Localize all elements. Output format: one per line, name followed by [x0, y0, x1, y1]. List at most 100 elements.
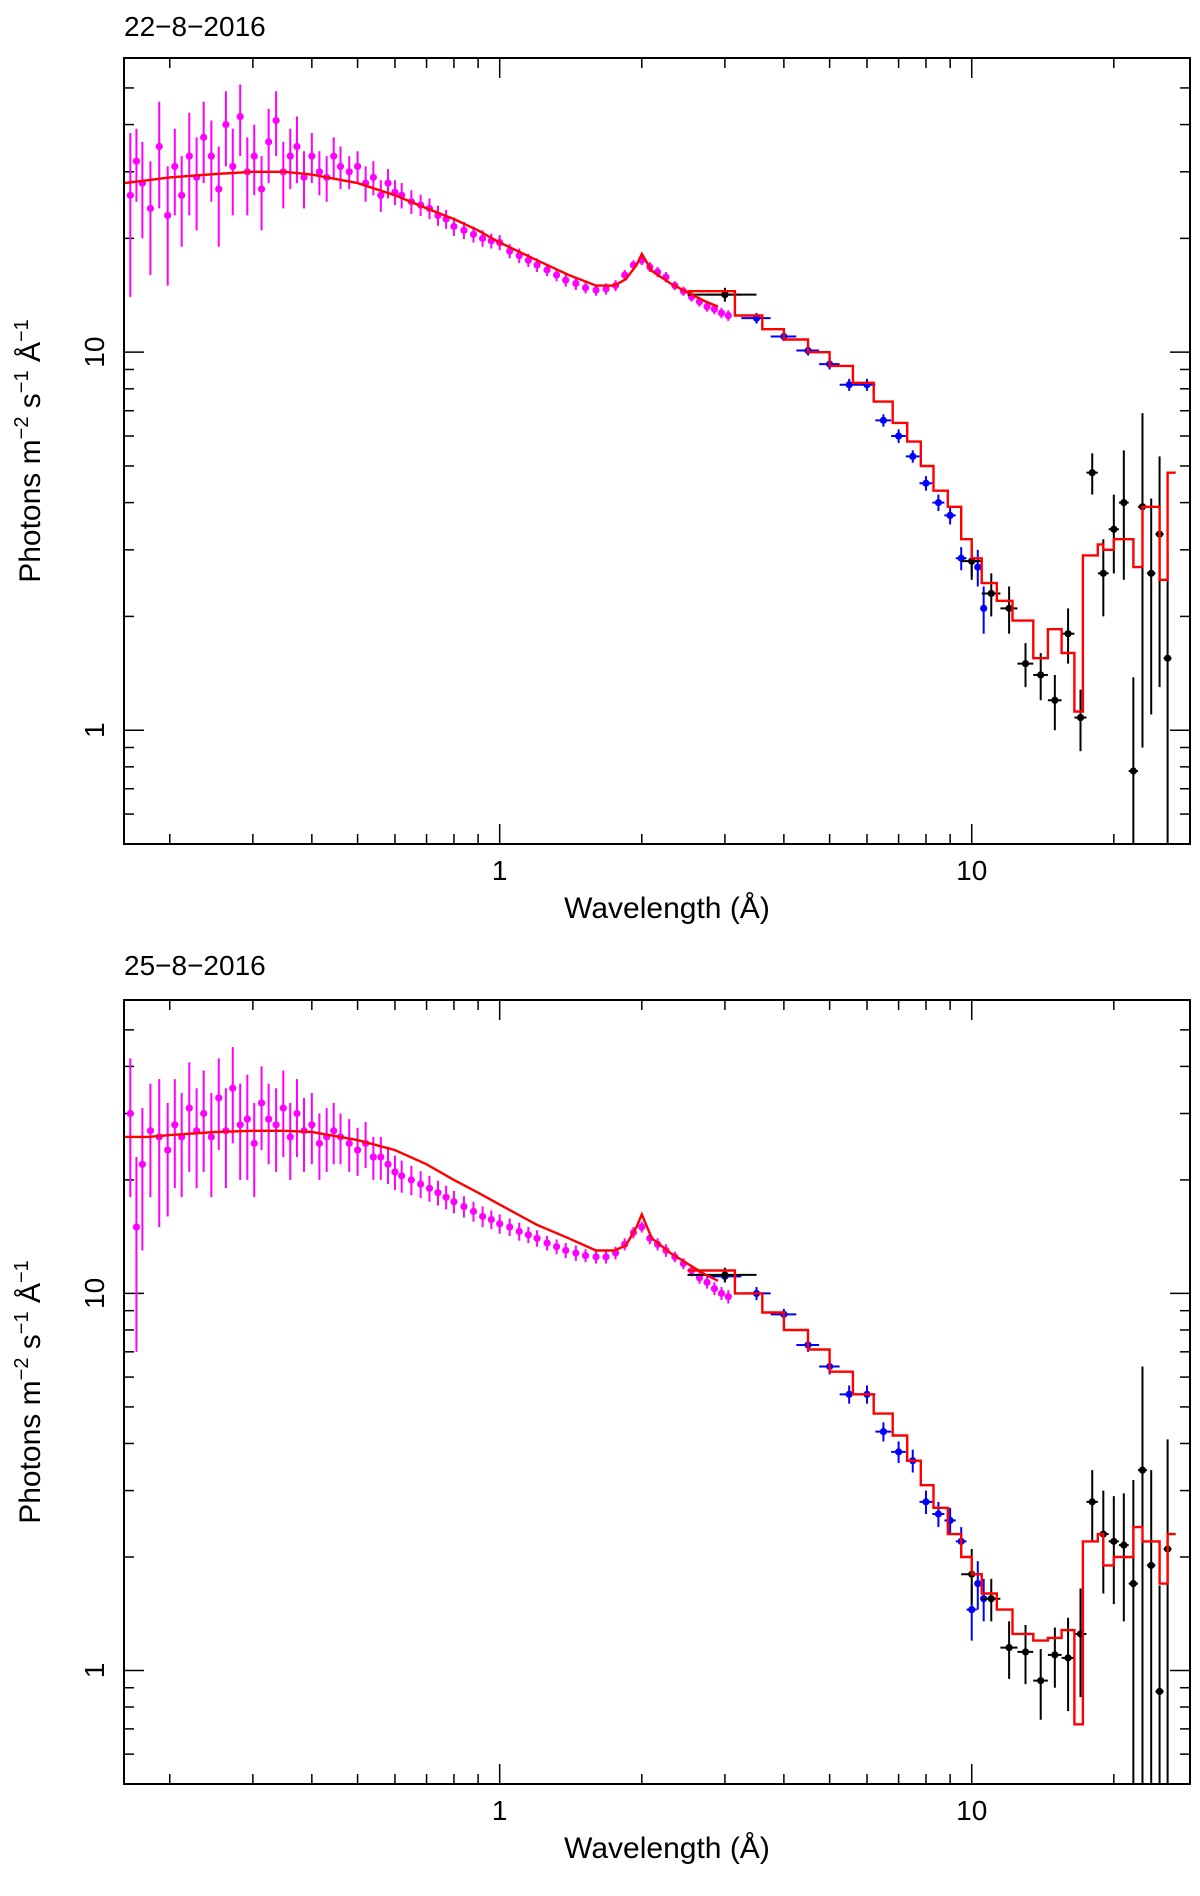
x-tick-label: 10 [956, 1795, 987, 1826]
data-point [1005, 1644, 1013, 1652]
data-point [146, 1127, 155, 1135]
data-point [1147, 1561, 1155, 1569]
data-point [553, 271, 561, 279]
data-point [879, 416, 888, 424]
data-point [407, 1176, 415, 1184]
data-point [164, 211, 172, 220]
data-point [222, 120, 230, 129]
series-soft [687, 287, 1172, 844]
data-point [171, 162, 179, 171]
data-point [265, 138, 273, 146]
data-point [533, 1234, 541, 1242]
data-point [515, 1227, 523, 1236]
y-tick-label: 10 [79, 1278, 110, 1309]
data-point [533, 261, 541, 269]
x-tick-label: 1 [492, 1795, 508, 1826]
data-point [384, 1160, 392, 1168]
series-grating [126, 84, 732, 321]
x-tick-label: 10 [956, 855, 987, 886]
data-point [1164, 654, 1172, 662]
data-point [974, 1579, 982, 1588]
data-point [178, 191, 186, 199]
data-point [369, 1153, 377, 1161]
data-point [724, 311, 732, 320]
data-point [1155, 1687, 1164, 1696]
model-steps [687, 1269, 1176, 1726]
data-point [980, 604, 988, 612]
data-point [879, 1428, 888, 1436]
plot-area [124, 84, 1176, 844]
chart-title: 25−8−2016 [124, 950, 266, 981]
model-curve [124, 170, 719, 308]
data-point [845, 1390, 853, 1398]
data-point [592, 1253, 600, 1261]
data-point [1064, 1654, 1072, 1662]
data-point [330, 1127, 338, 1135]
data-point [946, 511, 954, 520]
data-point [478, 234, 487, 242]
data-point [506, 1223, 514, 1231]
y-tick-label: 10 [79, 337, 110, 368]
data-point [1005, 604, 1013, 612]
data-point [391, 1168, 399, 1176]
data-point [724, 1293, 732, 1301]
data-point [562, 276, 570, 284]
series-mid [707, 290, 988, 634]
y-axis-label-part: Å [14, 1283, 47, 1311]
data-point [146, 204, 155, 213]
data-point [1088, 1498, 1096, 1506]
data-point [1021, 1648, 1030, 1656]
y-axis-label: Photons m−2 s−1 Å−1 [11, 319, 47, 583]
data-point [155, 142, 163, 151]
y-axis-label-exponent: −2 [11, 1358, 33, 1381]
y-axis-label-part: Photons m [14, 1380, 47, 1523]
data-point [934, 499, 943, 507]
data-point [1129, 767, 1137, 775]
y-axis-label-exponent: −1 [11, 319, 33, 342]
data-point [207, 152, 215, 160]
data-point [602, 1253, 610, 1261]
x-axis-label: Wavelength (Å) [564, 892, 770, 925]
data-point [524, 1231, 532, 1239]
data-point [265, 1115, 273, 1123]
data-point [496, 1220, 504, 1228]
data-point [460, 1202, 468, 1211]
data-point [257, 1099, 266, 1107]
data-point [1037, 671, 1045, 679]
data-point [592, 286, 600, 294]
data-point [469, 1207, 478, 1216]
data-point [286, 1133, 294, 1141]
data-point [126, 1109, 134, 1118]
data-point [1147, 569, 1155, 577]
data-point [200, 1109, 208, 1118]
data-point [1064, 630, 1072, 638]
data-point [721, 1271, 729, 1279]
data-point [229, 162, 237, 171]
x-ticks [168, 1000, 1115, 1784]
data-point [171, 1121, 179, 1129]
data-point [377, 191, 385, 199]
data-point [126, 191, 134, 199]
data-point [1110, 525, 1118, 533]
data-point [336, 162, 345, 171]
data-point [1099, 569, 1107, 577]
data-point [442, 1193, 450, 1201]
data-point [1076, 713, 1085, 722]
series-soft [687, 1267, 1172, 1784]
data-point [185, 1104, 193, 1112]
data-point [460, 226, 468, 234]
model-steps [687, 290, 1176, 713]
data-point [710, 1284, 718, 1293]
data-point [353, 162, 362, 171]
data-point [1088, 469, 1096, 477]
y-axis-label-part: s [14, 393, 47, 416]
data-point [1021, 660, 1030, 668]
data-point [200, 133, 208, 141]
data-point [164, 1146, 172, 1154]
y-axis-label-part: Photons m [14, 439, 47, 582]
data-point [922, 1498, 930, 1506]
data-point [330, 152, 338, 160]
x-tick-label: 1 [492, 855, 508, 886]
data-point [957, 554, 965, 562]
